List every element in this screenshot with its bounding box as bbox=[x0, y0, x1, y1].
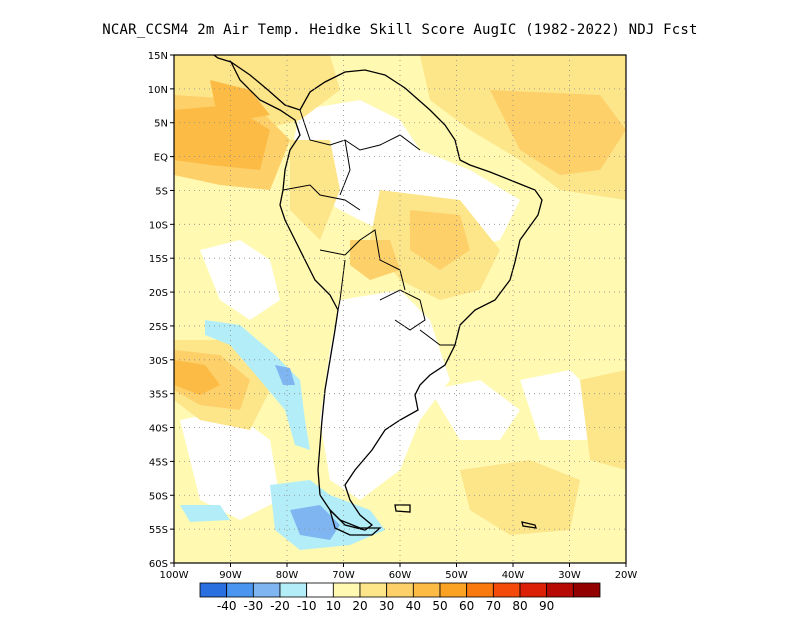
lat-label: 35S bbox=[149, 390, 168, 401]
colorbar-label: 30 bbox=[379, 599, 394, 613]
field-20 bbox=[174, 55, 340, 130]
colorbar-label: 90 bbox=[539, 599, 554, 613]
colorbar-label: 40 bbox=[406, 599, 421, 613]
lon-label: 30W bbox=[558, 570, 581, 581]
colorbar-label: -40 bbox=[217, 599, 237, 613]
field-white bbox=[200, 240, 280, 320]
colorbar-swatch bbox=[252, 582, 281, 598]
lon-label: 20W bbox=[615, 570, 638, 581]
lat-label: 50S bbox=[149, 491, 168, 502]
lon-label: 90W bbox=[219, 570, 242, 581]
field-20 bbox=[460, 460, 580, 535]
colorbar-swatch bbox=[386, 582, 414, 598]
lat-label: 5N bbox=[154, 119, 168, 130]
grid-lines bbox=[174, 55, 626, 563]
field-40 bbox=[210, 80, 270, 120]
field-30 bbox=[350, 240, 400, 280]
lat-label: 25S bbox=[149, 322, 168, 333]
colorbar-label: -20 bbox=[270, 599, 290, 613]
field-30 bbox=[490, 90, 626, 175]
colorbar-label: -30 bbox=[244, 599, 264, 613]
colorbar-label: 70 bbox=[486, 599, 501, 613]
field-40 bbox=[174, 360, 220, 395]
colorbar-label: 60 bbox=[459, 599, 474, 613]
lat-label: 55S bbox=[149, 525, 168, 536]
field-neg20 bbox=[290, 505, 340, 540]
lat-label: 10N bbox=[148, 85, 168, 96]
colorbar-swatch bbox=[279, 582, 308, 598]
lat-label: 20S bbox=[149, 288, 168, 299]
colorbar-swatch bbox=[199, 582, 228, 598]
lat-label: 10S bbox=[149, 220, 168, 231]
border bbox=[379, 289, 426, 331]
colorbar: -40 -30 -20 -10 10 20 30 40 50 60 70 80 90 bbox=[199, 582, 601, 613]
field-40 bbox=[174, 105, 270, 170]
lat-label: 15S bbox=[149, 254, 168, 265]
border bbox=[339, 139, 351, 196]
border bbox=[282, 184, 361, 211]
lat-label: EQ bbox=[154, 153, 168, 164]
colorbar-swatch bbox=[572, 582, 601, 598]
skill-field bbox=[174, 55, 626, 563]
lon-label: 50W bbox=[445, 570, 468, 581]
colorbar-swatch bbox=[546, 582, 574, 598]
colorbar-swatch bbox=[412, 582, 441, 598]
field-white bbox=[430, 380, 520, 440]
coastline-georgia-island bbox=[521, 521, 537, 529]
colorbar-swatch bbox=[359, 582, 388, 598]
colorbar-label: 20 bbox=[352, 599, 367, 613]
border bbox=[299, 109, 421, 151]
lon-label: 60W bbox=[389, 570, 412, 581]
colorbar-swatch bbox=[519, 582, 548, 598]
lon-label: 70W bbox=[332, 570, 355, 581]
colorbar-label: 80 bbox=[512, 599, 527, 613]
coastline-central-america bbox=[212, 55, 232, 63]
border bbox=[419, 329, 455, 346]
colorbar-swatch bbox=[332, 582, 361, 598]
lon-label: 80W bbox=[276, 570, 299, 581]
lat-label: 5S bbox=[155, 186, 168, 197]
colorbar-swatch bbox=[466, 582, 494, 598]
colorbar-swatch bbox=[306, 582, 334, 598]
lat-label: 30S bbox=[149, 356, 168, 367]
axis-ticks: 15N 10N 5N EQ 5S 10S 15S 20S 25S 30S 35S 40S 45S 50S 5… bbox=[148, 51, 638, 581]
lat-label: 60S bbox=[149, 559, 168, 570]
colorbar-label: 10 bbox=[326, 599, 341, 613]
colorbar-swatch bbox=[226, 582, 254, 598]
field-neg20 bbox=[275, 365, 295, 385]
colorbar-swatch bbox=[439, 582, 468, 598]
field-30 bbox=[410, 210, 470, 270]
map-title: NCAR_CCSM4 2m Air Temp. Heidke Skill Sco… bbox=[102, 22, 698, 38]
lat-label: 40S bbox=[149, 424, 168, 435]
lon-label: 100W bbox=[160, 570, 189, 581]
lon-label: 40W bbox=[502, 570, 525, 581]
coastline-falklands bbox=[394, 504, 411, 513]
field-white bbox=[180, 410, 280, 520]
colorbar-label: 50 bbox=[432, 599, 447, 613]
colorbar-swatch bbox=[492, 582, 521, 598]
field-neg10 bbox=[180, 505, 230, 522]
field-white bbox=[320, 290, 450, 500]
field-20 bbox=[580, 370, 626, 470]
colorbar-label: -10 bbox=[297, 599, 317, 613]
border bbox=[337, 259, 346, 311]
lat-label: 15N bbox=[148, 51, 168, 62]
coastline-tierra-del-fuego bbox=[328, 507, 382, 536]
field-white bbox=[520, 370, 600, 440]
lat-label: 45S bbox=[149, 457, 168, 468]
